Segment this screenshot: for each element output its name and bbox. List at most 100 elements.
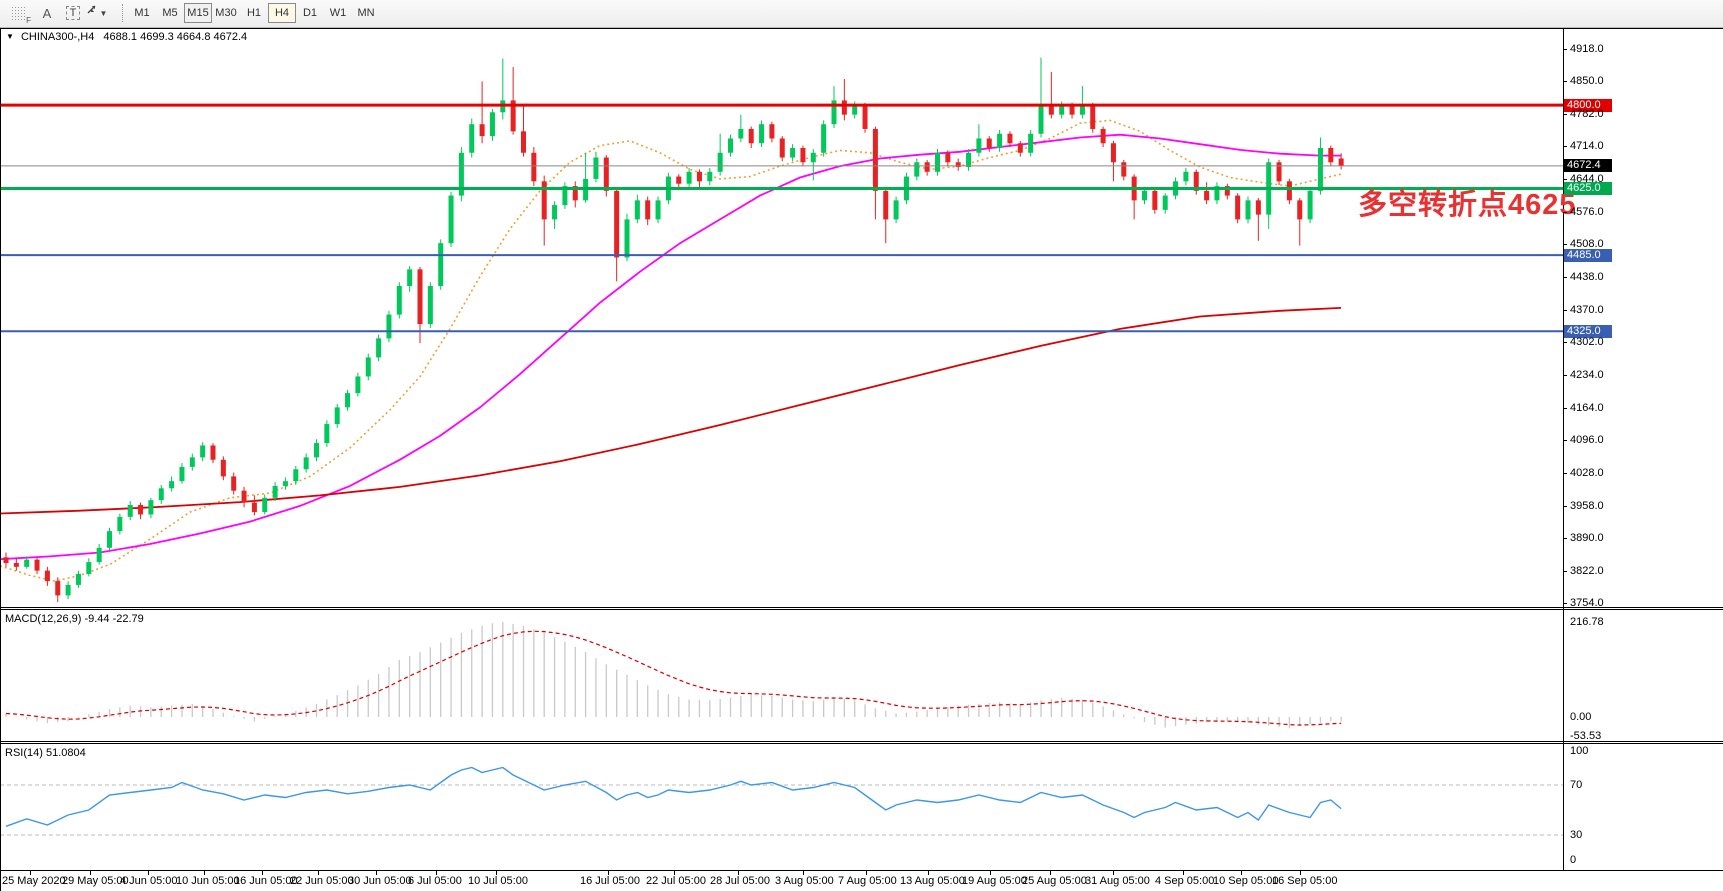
time-axis-label: 31 Aug 05:00 (1085, 875, 1150, 887)
candle-body (510, 100, 516, 132)
candle-body (1152, 190, 1158, 210)
price-tick-label: 3958.0 (1570, 499, 1604, 512)
rsi-tick-label: 30 (1570, 829, 1583, 841)
timeframe-button-mn[interactable]: MN (357, 7, 375, 19)
candle-body (955, 162, 961, 168)
candle-body (65, 584, 71, 596)
candle-body (1338, 158, 1344, 166)
time-axis-label: 4 Sep 05:00 (1155, 875, 1215, 887)
time-axis-label: 3 Aug 05:00 (775, 875, 834, 887)
cursor-mode-button[interactable]: ▼ (86, 3, 118, 23)
candle-body (355, 376, 361, 394)
timeframe-button-m5[interactable]: M5 (162, 7, 178, 19)
candle-body (1183, 171, 1189, 182)
candle-body (1317, 147, 1323, 191)
time-tick (1300, 871, 1301, 875)
chart-top-border (0, 28, 1723, 29)
price-axis-line (1563, 28, 1564, 871)
candle-body (676, 176, 682, 184)
time-tick (204, 871, 205, 875)
candle-body (376, 338, 382, 358)
price-tick-label: 4302.0 (1570, 336, 1604, 349)
candle-body (624, 219, 630, 258)
price-tick-label: 4576.0 (1570, 205, 1604, 218)
time-axis-label: 25 May 2020 (2, 875, 66, 887)
candle-body (75, 573, 81, 585)
indicator-grid-button[interactable]: F (6, 3, 32, 25)
time-tick (738, 871, 739, 875)
panel-separator[interactable] (0, 609, 1723, 610)
fast-ma-line (0, 119, 1342, 582)
time-tick (436, 871, 437, 875)
slow-ma-line (0, 307, 1342, 515)
time-axis-label: 10 Sep 05:00 (1213, 875, 1279, 887)
rsi-tick-label: 100 (1570, 745, 1589, 757)
panel-separator[interactable] (0, 743, 1723, 744)
timeframe-button-m15[interactable]: M15 (184, 3, 212, 23)
timeframe-button-m30[interactable]: M30 (215, 7, 237, 19)
candle-body (872, 128, 878, 191)
symbol-dropdown-icon[interactable]: ▼ (6, 32, 14, 41)
candle-body (1017, 143, 1023, 153)
price-tick (1563, 603, 1567, 604)
candle-body (231, 476, 237, 491)
candle-body (334, 407, 340, 425)
chevron-down-icon: ▼ (99, 8, 108, 18)
candle-body (1079, 105, 1085, 115)
candle-body (552, 205, 558, 220)
candle-body (1204, 190, 1210, 201)
candle-body (728, 138, 733, 153)
candle-body (1214, 186, 1220, 201)
text-label-tool-button[interactable]: A (34, 3, 60, 23)
time-tick (90, 871, 91, 875)
price-tick (1563, 374, 1567, 376)
candle-body (1007, 133, 1013, 144)
time-tick (1241, 871, 1242, 875)
time-tick (674, 871, 675, 875)
candle-body (293, 469, 299, 482)
candle-body (448, 195, 454, 244)
timeframe-button-d1[interactable]: D1 (302, 7, 318, 19)
chart-left-border (0, 28, 1, 891)
price-tick (1563, 309, 1567, 311)
price-level-badge: 4625.0 (1564, 181, 1612, 195)
candle-body (707, 171, 713, 182)
time-tick (1113, 871, 1114, 875)
candle-body (479, 124, 485, 137)
rsi-tick-label: 70 (1570, 779, 1583, 791)
price-tick (1563, 49, 1567, 50)
candle-body (138, 504, 144, 515)
timeframe-button-h1[interactable]: H1 (246, 7, 262, 19)
candle-body (696, 171, 702, 182)
double-arrow-icon (87, 5, 96, 14)
candle-body (220, 459, 226, 477)
price-tick-label: 4438.0 (1570, 271, 1604, 284)
timeframe-button-m1[interactable]: M1 (134, 7, 150, 19)
candle-body (810, 152, 816, 163)
candle-body (417, 269, 423, 325)
panel-separator[interactable] (0, 607, 1723, 608)
time-tick (318, 871, 319, 875)
text-box-tool-button[interactable]: T (60, 3, 86, 23)
candle-body (779, 138, 785, 158)
candle-body (800, 147, 806, 163)
timeframe-button-h4[interactable]: H4 (268, 3, 296, 23)
candle-body (562, 186, 568, 206)
candle-body (386, 314, 392, 339)
candle-body (614, 190, 620, 258)
timeframe-button-w1[interactable]: W1 (329, 7, 347, 19)
time-tick (990, 871, 991, 875)
price-tick-label: 4508.0 (1570, 238, 1604, 251)
price-tick-label: 4164.0 (1570, 401, 1604, 414)
chart-title: ▼ CHINA300-,H4 4688.1 4699.3 4664.8 4672… (6, 31, 247, 43)
price-tick-label: 4714.0 (1570, 140, 1604, 153)
candle-body (200, 445, 206, 458)
panel-separator[interactable] (0, 741, 1723, 742)
candle-body (117, 516, 123, 532)
candle-body (1193, 171, 1199, 191)
time-axis-label: 30 Jun 05:00 (348, 875, 412, 887)
candle-body (841, 100, 847, 115)
candle-body (572, 186, 578, 201)
candle-body (1245, 200, 1251, 220)
